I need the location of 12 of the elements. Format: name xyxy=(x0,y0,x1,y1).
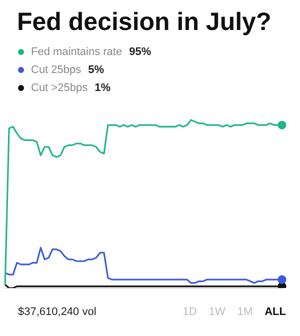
text: 1W xyxy=(208,306,226,318)
text: 1D xyxy=(182,306,197,318)
text: 1% xyxy=(94,82,110,94)
text: 5% xyxy=(88,64,104,76)
text: $37,610,240 vol xyxy=(18,306,96,318)
text: 95% xyxy=(129,46,152,58)
legend-label: Cut >25bps xyxy=(31,82,88,94)
text: ALL xyxy=(264,306,286,318)
chart-title: Fed decision in July? xyxy=(17,8,272,37)
legend-label: Cut 25bps xyxy=(31,64,82,76)
text: 1M xyxy=(237,306,253,318)
legend-label: Fed maintains rate xyxy=(31,46,122,58)
